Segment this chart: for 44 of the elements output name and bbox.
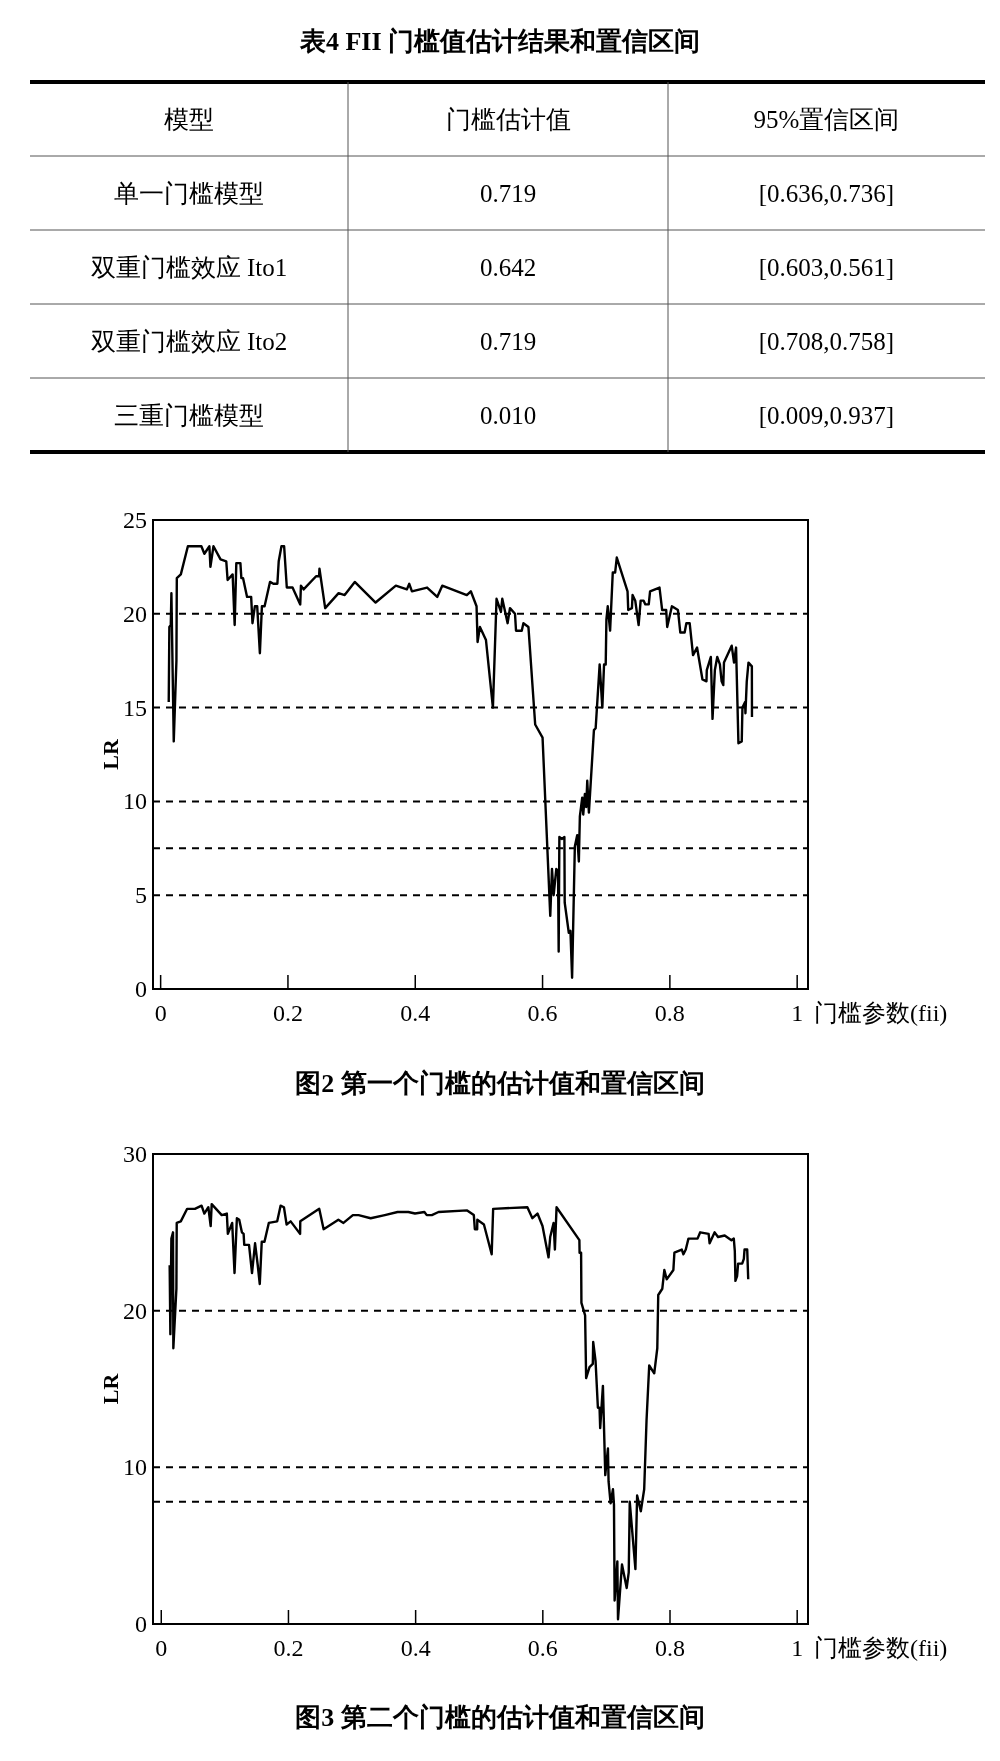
y-tick-label: 0 [135, 976, 147, 1002]
x-tick-label: 0.8 [654, 1000, 685, 1026]
text: [0.708,0.758] [758, 328, 895, 355]
text: [0.636,0.736] [758, 180, 895, 207]
text: 双重门槛效应 Ito1 [90, 254, 288, 281]
x-tick-label: 1 [791, 1635, 804, 1661]
text: 图2 第一个门槛的估计值和置信区间 [295, 1069, 705, 1098]
y-tick-label: 25 [123, 507, 147, 533]
x-tick-label: 0.8 [655, 1635, 685, 1661]
text: 95%置信区间 [753, 106, 900, 133]
x-tick-label: 0.2 [272, 1000, 303, 1026]
x-tick-label: 0.4 [400, 1635, 431, 1661]
y-axis-title: LR [98, 1372, 123, 1405]
text: 模型 [164, 106, 214, 133]
y-tick-label: 15 [123, 694, 147, 721]
y-tick-label: 20 [123, 600, 147, 627]
y-tick-label: 30 [123, 1141, 147, 1167]
y-tick-label: 20 [123, 1297, 147, 1324]
x-tick-label: 0.6 [527, 1635, 558, 1661]
text: 0.719 [479, 180, 537, 207]
y-tick-label: 10 [123, 1454, 147, 1481]
x-tick-label: 0.2 [273, 1635, 304, 1661]
x-tick-label: 1 [791, 1000, 804, 1026]
text: 三重门槛模型 [114, 402, 264, 429]
text: 0.719 [479, 328, 537, 355]
x-tick-label: 0.4 [400, 1000, 431, 1026]
text: 0.642 [479, 254, 537, 281]
x-axis-title: 门槛参数(fii) [814, 1000, 948, 1026]
text: 门槛估计值 [445, 106, 571, 133]
text: 表4 FII 门槛值估计结果和置信区间 [298, 27, 701, 56]
text: 图3 第二个门槛的估计值和置信区间 [295, 1703, 705, 1732]
text: 0.010 [479, 402, 537, 429]
x-tick-label: 0 [154, 1000, 167, 1026]
x-tick-label: 0.6 [527, 1000, 558, 1026]
x-tick-label: 0 [155, 1635, 168, 1661]
y-tick-label: 10 [123, 788, 147, 815]
y-tick-label: 5 [135, 882, 147, 909]
text: 双重门槛效应 Ito2 [90, 328, 288, 355]
y-axis-title: LR [98, 738, 123, 770]
y-tick-label: 0 [135, 1611, 147, 1637]
text: [0.603,0.561] [758, 254, 895, 281]
text: 单一门槛模型 [114, 180, 264, 207]
x-axis-title: 门槛参数(fii) [814, 1635, 948, 1661]
text: [0.009,0.937] [758, 402, 895, 429]
